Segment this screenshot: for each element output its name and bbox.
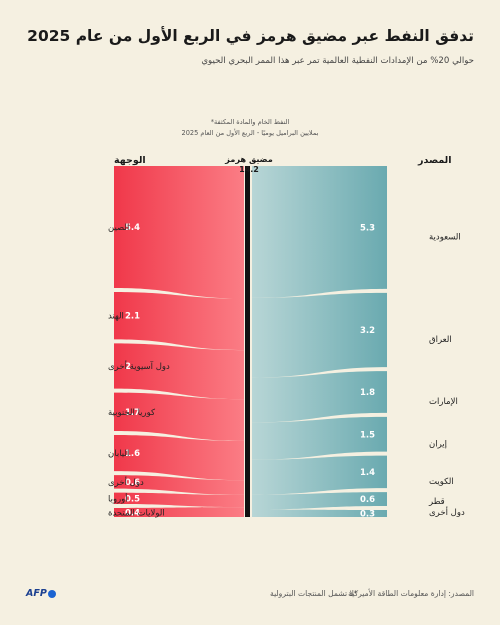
unit-note: النفط الخام والمادة المكثفة* xyxy=(211,118,290,126)
destination-name-label: دول آسيوية أخرى xyxy=(108,360,170,372)
destination-value-label: 2.1 xyxy=(125,312,140,322)
destination-value-label: 5.4 xyxy=(125,223,140,233)
destination-flow xyxy=(114,291,244,351)
source-name-label: دول أخرى xyxy=(429,506,465,518)
strait-bar xyxy=(245,166,250,517)
unit-line: بملايين البراميل يوميًا - الربع الأول من… xyxy=(182,128,319,137)
destination-value-label: 2 xyxy=(125,362,131,372)
afp-logo: AFP xyxy=(26,588,56,599)
page-subtitle: حوالي 20% من الإمدادات النفطية العالمية … xyxy=(201,56,474,66)
source-flow xyxy=(252,371,387,423)
source-value-label: 0.3 xyxy=(360,510,375,520)
source-value-label: 1.4 xyxy=(360,468,375,478)
destination-name-label: الهند xyxy=(108,312,124,322)
source-flow xyxy=(252,455,387,495)
destination-value-label: 0.4 xyxy=(125,508,140,518)
source-note: المصدر: إدارة معلومات الطاقة الأميركية xyxy=(348,589,474,598)
source-flows xyxy=(252,166,387,517)
strait-label: مضيق هرمز xyxy=(224,154,273,165)
source-flow xyxy=(252,166,387,298)
source-flow xyxy=(252,492,387,510)
strait-total: 14.2 xyxy=(239,165,259,174)
destination-name-label: الولايات المتحدة xyxy=(108,508,165,518)
destination-header: الوجهة xyxy=(114,155,146,166)
destination-value-label: 1.6 xyxy=(125,449,140,459)
source-name-label: قطر xyxy=(428,497,445,507)
source-value-label: 3.2 xyxy=(360,326,375,336)
logo-dot-icon xyxy=(47,589,56,598)
source-value-label: 1.5 xyxy=(360,430,375,440)
afp-logo-text: AFP xyxy=(26,588,47,599)
source-name-label: إيران xyxy=(429,439,447,449)
destination-flows xyxy=(114,166,244,517)
destination-flow xyxy=(114,507,244,517)
destination-name-label: كوريا الجنوبية xyxy=(108,408,156,418)
page-title: تدفق النفط عبر مضيق هرمز في الربع الأول … xyxy=(27,27,474,45)
destination-name-label: الصين xyxy=(108,223,129,233)
source-name-label: الكويت xyxy=(429,477,454,487)
source-header: المصدر xyxy=(417,155,452,166)
destination-flow xyxy=(114,434,244,481)
footnote: *لا تشمل المنتجات البترولية xyxy=(270,589,358,598)
destination-flow xyxy=(114,343,244,400)
source-value-label: 5.3 xyxy=(360,223,375,233)
destination-value-label: 0.6 xyxy=(125,478,140,488)
destination-flow xyxy=(114,475,244,495)
destination-value-label: 1.7 xyxy=(125,408,140,418)
source-name-label: العراق xyxy=(429,335,452,345)
source-flow xyxy=(252,509,387,517)
destination-value-label: 0.5 xyxy=(125,494,140,504)
destination-flow xyxy=(114,392,244,441)
destination-flow xyxy=(114,492,244,508)
destination-name-label: دول أخرى xyxy=(108,476,144,488)
source-flow xyxy=(252,416,387,460)
destination-name-label: أوروبا xyxy=(108,492,128,504)
source-value-label: 1.8 xyxy=(360,388,375,398)
source-name-label: السعودية xyxy=(429,232,461,242)
source-name-label: الإمارات xyxy=(429,397,458,407)
destination-flow xyxy=(114,166,244,299)
source-flow xyxy=(252,292,387,378)
source-value-label: 0.6 xyxy=(360,495,375,505)
destination-name-label: اليابان xyxy=(108,449,129,459)
